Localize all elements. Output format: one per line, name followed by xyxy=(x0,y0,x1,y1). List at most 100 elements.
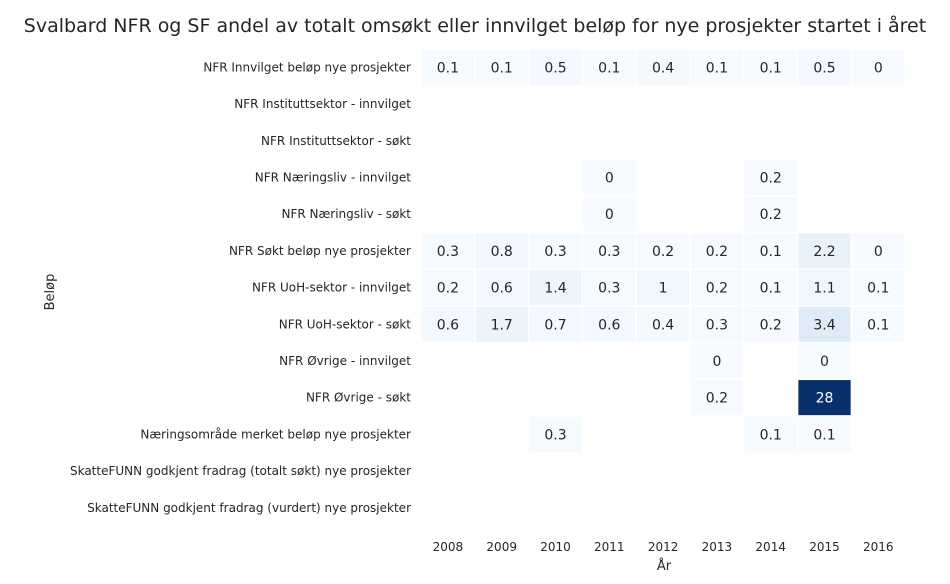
cell-value-label: 0.1 xyxy=(813,427,835,443)
cell-value-label: 3.4 xyxy=(813,317,835,333)
y-tick-label: NFR Øvrige - innvilget xyxy=(279,354,411,368)
heatmap-cell xyxy=(527,48,584,87)
cell-value-label: 0 xyxy=(605,170,614,186)
x-tick-label: 2013 xyxy=(702,540,733,554)
cell-value-label: 0 xyxy=(820,354,829,370)
cell-value-label: 0 xyxy=(712,354,721,370)
heatmap-cell xyxy=(635,268,691,307)
heatmap-cell xyxy=(796,48,853,87)
heatmap-cell xyxy=(635,48,691,87)
chart-title: Svalbard NFR og SF andel av totalt omsøk… xyxy=(24,14,926,37)
cell-value-label: 0.2 xyxy=(760,317,782,333)
heatmap-cell xyxy=(420,48,476,87)
heatmap-cell xyxy=(689,378,745,417)
cell-value-label: 0.8 xyxy=(491,244,513,260)
cell-value-label: 0.6 xyxy=(437,317,459,333)
cell-value-label: 0.1 xyxy=(437,60,459,76)
heatmap-cell xyxy=(420,231,476,270)
heatmap-cell xyxy=(581,158,637,197)
heatmap-cell xyxy=(581,231,637,270)
cell-value-label: 0.2 xyxy=(437,281,459,297)
heatmap-cell xyxy=(796,231,853,270)
heatmap-cell xyxy=(796,341,853,381)
x-tick-labels: 2008 2009 2010 2011 2012 2013 2014 2015 2016 xyxy=(433,540,894,554)
cell-value-label: 0.2 xyxy=(706,281,728,297)
y-tick-label: NFR Øvrige - søkt xyxy=(306,391,411,405)
cell-value-label: 0.3 xyxy=(544,427,566,443)
cell-value-label: 0.7 xyxy=(544,317,566,333)
heatmap-cell xyxy=(527,305,584,344)
cell-value-label: 0.4 xyxy=(652,317,674,333)
x-tick-label: 2010 xyxy=(540,540,571,554)
heatmap-cells: 0.1 0.1 0.5 0.1 0.4 0.1 0.1 0.5 0 0 0.2 0 0.2 0.3 0.8 0… xyxy=(420,48,906,454)
cell-value-label: 0.3 xyxy=(598,281,620,297)
heatmap-cell xyxy=(850,231,906,270)
heatmap-cell xyxy=(743,231,799,270)
heatmap-cell xyxy=(743,305,799,344)
y-tick-label: NFR Instituttsektor - søkt xyxy=(261,134,411,148)
cell-value-label: 0 xyxy=(874,60,883,76)
y-tick-label: SkatteFUNN godkjent fradrag (vurdert) ny… xyxy=(87,501,411,515)
y-tick-label: NFR Næringsliv - søkt xyxy=(281,207,411,221)
heatmap-cell xyxy=(743,48,799,87)
cell-value-label: 1.1 xyxy=(813,281,835,297)
heatmap-cell xyxy=(689,48,745,87)
y-tick-label: NFR UoH-sektor - innvilget xyxy=(252,281,411,295)
heatmap-cell xyxy=(796,415,853,454)
heatmap-cell xyxy=(474,48,530,87)
y-tick-label: NFR Innvilget beløp nye prosjekter xyxy=(203,60,411,74)
cell-value-label: 0 xyxy=(605,207,614,223)
cell-value-label: 0 xyxy=(874,244,883,260)
heatmap-cell xyxy=(689,305,745,344)
y-axis-label: Beløp xyxy=(43,274,58,311)
cell-value-label: 0.6 xyxy=(491,281,513,297)
x-tick-label: 2009 xyxy=(486,540,517,554)
cell-value-label: 0.1 xyxy=(491,60,513,76)
x-tick-label: 2012 xyxy=(648,540,679,554)
cell-value-label: 0.6 xyxy=(598,317,620,333)
y-tick-labels: NFR Innvilget beløp nye prosjekter NFR In… xyxy=(70,60,411,514)
cell-value-label: 0.4 xyxy=(652,60,674,76)
cell-value-label: 0.1 xyxy=(760,281,782,297)
cell-value-label: 0.2 xyxy=(760,207,782,223)
cell-value-label: 1 xyxy=(659,281,668,297)
cell-value-label: 0.2 xyxy=(760,170,782,186)
cell-value-label: 0.2 xyxy=(652,244,674,260)
y-tick-label: NFR Søkt beløp nye prosjekter xyxy=(229,244,411,258)
heatmap-cell xyxy=(743,415,799,454)
heatmap-cell xyxy=(850,48,906,87)
cell-value-label: 0.1 xyxy=(867,281,889,297)
heatmap-cell xyxy=(527,231,584,270)
heatmap-cell xyxy=(850,268,906,307)
cell-value-label: 0.1 xyxy=(867,317,889,333)
cell-value-label: 0.2 xyxy=(706,244,728,260)
cell-value-label: 0.1 xyxy=(706,60,728,76)
x-tick-label: 2016 xyxy=(863,540,894,554)
heatmap-cell xyxy=(850,305,906,344)
cell-value-label: 0.3 xyxy=(437,244,459,260)
y-tick-label: NFR Instituttsektor - innvilget xyxy=(234,97,411,111)
cell-value-label: 0.3 xyxy=(706,317,728,333)
heatmap-cell xyxy=(743,158,799,197)
cell-value-label: 0.1 xyxy=(760,60,782,76)
cell-value-label: 0.2 xyxy=(706,391,728,407)
cell-value-label: 0.1 xyxy=(598,60,620,76)
x-tick-label: 2011 xyxy=(594,540,625,554)
cell-value-label: 1.4 xyxy=(544,281,566,297)
x-tick-label: 2014 xyxy=(755,540,786,554)
cell-value-label: 1.7 xyxy=(491,317,513,333)
x-tick-label: 2015 xyxy=(809,540,840,554)
y-tick-label: SkatteFUNN godkjent fradrag (totalt søkt… xyxy=(70,464,411,478)
cell-value-label: 0.5 xyxy=(544,60,566,76)
x-axis-label: År xyxy=(657,558,672,574)
cell-value-label: 0.5 xyxy=(813,60,835,76)
heatmap-cell xyxy=(581,195,637,234)
y-tick-label: NFR UoH-sektor - søkt xyxy=(279,317,412,331)
cell-value-label: 0.1 xyxy=(760,244,782,260)
cell-value-label: 0.1 xyxy=(760,427,782,443)
y-tick-label: Næringsområde merket beløp nye prosjekte… xyxy=(140,427,411,441)
heatmap-cell xyxy=(635,305,691,344)
heatmap-cell xyxy=(527,415,584,454)
heatmap-cell xyxy=(689,231,745,270)
